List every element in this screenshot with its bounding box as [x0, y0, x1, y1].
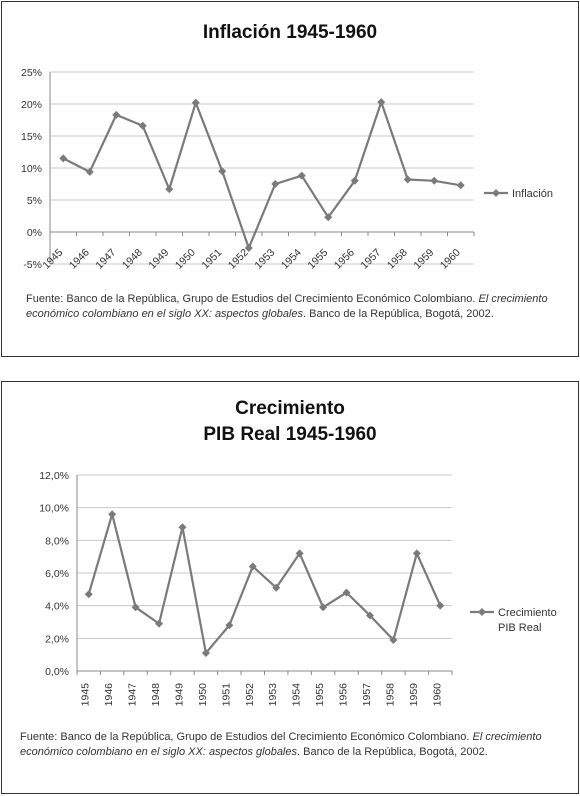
y-tick-label: 2,0% — [45, 633, 69, 645]
x-tick-label: 1951 — [199, 247, 224, 272]
source-publisher: . Banco de la República, Bogotá, 2002. — [297, 746, 488, 758]
data-point-marker — [389, 635, 398, 644]
data-point-marker — [225, 621, 234, 630]
x-tick-label: 1953 — [252, 247, 277, 272]
data-point-marker — [178, 523, 187, 532]
x-tick-label: 1960 — [438, 247, 463, 272]
data-point-marker — [319, 603, 328, 612]
data-point-marker — [297, 171, 306, 180]
source-text: Fuente: Banco de la República, Grupo de … — [26, 293, 479, 305]
inflation-chart-panel: Inflación 1945-1960 -5% 0% 5% 10% 15% 20% 25% 1… — [1, 1, 579, 357]
x-tick-label: 1954 — [279, 247, 304, 272]
data-point-marker — [85, 167, 94, 176]
source-note: Fuente: Banco de la República, Grupo de … — [26, 292, 566, 322]
y-tick-label: 8,0% — [45, 535, 69, 547]
y-tick-label: 15% — [21, 131, 42, 143]
x-tick-label: 1955 — [314, 683, 326, 707]
x-tick-label: 1957 — [358, 247, 383, 272]
legend-label: Inflación — [512, 188, 553, 200]
source-note: Fuente: Banco de la República, Grupo de … — [20, 730, 560, 760]
data-point-marker — [108, 510, 117, 519]
x-tick-label: 1956 — [338, 683, 350, 707]
x-tick-label: 1946 — [67, 247, 92, 272]
x-tick-label: 1948 — [150, 683, 162, 707]
legend-marker — [492, 189, 500, 197]
data-point-marker — [295, 549, 304, 558]
legend-label: Crecimiento — [498, 607, 557, 619]
x-tick-label: 1950 — [197, 683, 209, 707]
data-point-marker — [112, 110, 121, 119]
data-point-marker — [138, 121, 147, 130]
x-tick-label: 1947 — [127, 683, 139, 707]
data-point-marker — [456, 181, 465, 190]
y-tick-label: 6,0% — [45, 568, 69, 580]
legend-marker — [478, 608, 486, 616]
x-tick-label: 1951 — [220, 683, 232, 707]
x-tick-label: 1945 — [40, 247, 65, 272]
y-tick-label: 0% — [27, 227, 42, 239]
data-point-marker — [350, 176, 359, 185]
x-tick-label: 1949 — [173, 683, 185, 707]
x-tick-label: 1948 — [120, 247, 145, 272]
y-tick-label: 4,0% — [45, 601, 69, 613]
chart-title-line2: PIB Real 1945-1960 — [203, 424, 377, 445]
source-title: El crecimiento económico colombiano en e… — [20, 731, 542, 758]
data-point-marker — [436, 601, 445, 610]
source-title: El crecimiento económico colombiano en e… — [26, 293, 548, 320]
data-point-marker — [272, 583, 281, 592]
data-point-marker — [201, 649, 210, 658]
x-tick-label: 1960 — [431, 683, 443, 707]
x-tick-label: 1957 — [361, 683, 373, 707]
y-tick-label: 12,0% — [39, 470, 69, 482]
x-tick-label: 1955 — [305, 247, 330, 272]
series-line — [87, 513, 442, 655]
legend-label: PIB Real — [498, 622, 541, 634]
series-line — [62, 100, 461, 250]
gdp-growth-chart-panel: Crecimiento PIB Real 1945-1960 0,0% 2,0% 4… — [1, 381, 579, 794]
data-point-marker — [403, 175, 412, 184]
data-point-marker — [131, 603, 140, 612]
gdp-growth-line-chart: 0,0% 2,0% 4,0% 6,0% 8,0% 10,0% 12,0% 1945 1946 19… — [39, 470, 557, 707]
x-tick-label: 1946 — [103, 683, 115, 707]
x-tick-label: 1959 — [408, 683, 420, 707]
x-tick-label: 1953 — [267, 683, 279, 707]
y-tick-label: 5% — [27, 195, 42, 207]
x-tick-label: 1947 — [93, 247, 118, 272]
x-tick-label: 1958 — [385, 247, 410, 272]
x-tick-label: 1959 — [411, 247, 436, 272]
y-tick-label: 10,0% — [39, 503, 69, 515]
data-point-marker — [218, 167, 227, 176]
x-tick-label: 1945 — [80, 683, 92, 707]
data-point-marker — [430, 176, 439, 185]
x-tick-label: 1956 — [332, 247, 357, 272]
inflation-line-chart: -5%0%5%10%15%20%25%1945 1946 1947 1948 1949 1… — [21, 67, 553, 272]
x-tick-label: 1954 — [291, 683, 303, 707]
data-point-marker — [244, 244, 253, 252]
y-tick-label: 10% — [21, 163, 42, 175]
y-tick-label: 20% — [21, 99, 42, 111]
data-point-marker — [248, 562, 257, 571]
chart-title: Inflación 1945-1960 — [202, 22, 378, 43]
data-point-marker — [365, 611, 374, 620]
data-point-marker — [377, 98, 386, 107]
data-point-marker — [324, 213, 333, 222]
data-point-marker — [412, 549, 421, 558]
y-tick-label: 0,0% — [45, 666, 69, 678]
source-text: Fuente: Banco de la República, Grupo de … — [20, 731, 473, 743]
data-point-marker — [84, 590, 93, 599]
data-point-marker — [342, 588, 351, 597]
data-point-marker — [59, 154, 68, 163]
x-tick-label: 1950 — [173, 247, 198, 272]
source-publisher: . Banco de la República, Bogotá, 2002. — [303, 308, 494, 320]
y-tick-label: 25% — [21, 67, 42, 79]
y-tick-label: -5% — [23, 259, 42, 271]
x-tick-label: 1958 — [384, 683, 396, 707]
data-point-marker — [155, 619, 164, 628]
data-point-marker — [271, 180, 280, 188]
x-tick-label: 1949 — [146, 247, 171, 272]
chart-title-line1: Crecimiento — [235, 398, 345, 419]
data-point-marker — [191, 98, 200, 107]
x-tick-label: 1952 — [244, 683, 256, 707]
data-point-marker — [165, 185, 174, 194]
